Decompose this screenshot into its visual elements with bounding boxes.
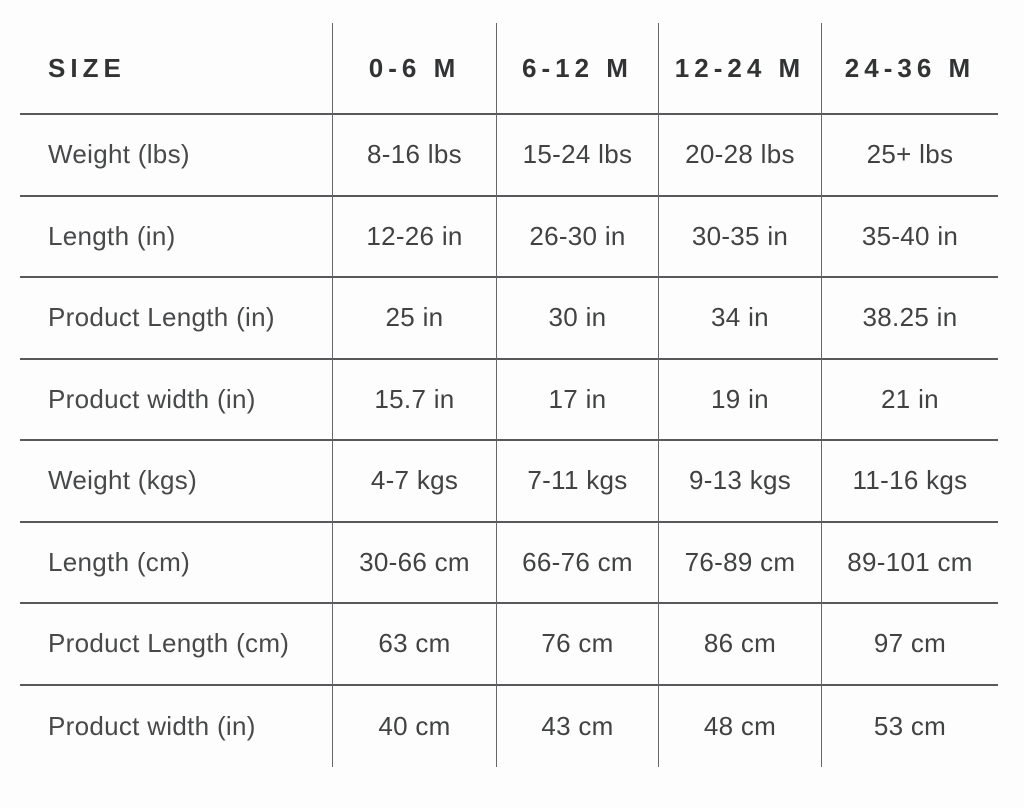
size-chart-table: SIZE 0-6 M 6-12 M 12-24 M 24-36 M Weight… (20, 23, 998, 767)
value-cell: 21 in (822, 360, 998, 441)
value-cell: 43 cm (497, 685, 659, 767)
value-cell: 76-89 cm (659, 522, 822, 604)
value-cell: 11-16 kgs (822, 441, 998, 523)
row-label-product-length-in: Product Length (in) (20, 278, 333, 360)
value-cell: 25+ lbs (822, 115, 998, 197)
value-cell: 26-30 in (497, 196, 659, 278)
value-cell: 89-101 cm (822, 523, 998, 604)
value-cell: 15.7 in (333, 359, 497, 441)
value-cell: 20-28 lbs (659, 115, 822, 197)
row-label-product-width-in: Product width (in) (20, 359, 333, 441)
column-header-12-24m: 12-24 M (659, 23, 822, 115)
value-cell: 38.25 in (822, 278, 998, 360)
value-cell: 15-24 lbs (497, 115, 659, 197)
column-header-size: SIZE (20, 23, 333, 115)
column-header-24-36m: 24-36 M (822, 23, 998, 115)
value-cell: 66-76 cm (497, 522, 659, 604)
value-cell: 34 in (659, 278, 822, 360)
value-cell: 8-16 lbs (333, 115, 497, 197)
value-cell: 53 cm (873, 710, 947, 741)
value-cell: 63 cm (333, 604, 497, 686)
value-cell: 30 in (497, 278, 659, 360)
value-cell: 97 cm (822, 604, 998, 686)
value-cell: 19 in (659, 359, 822, 441)
value-cell: 40 cm (333, 685, 497, 767)
value-cell: 86 cm (659, 604, 822, 686)
value-cell: 35-40 in (822, 197, 998, 278)
value-cell: 17 in (497, 359, 659, 441)
value-cell: 30-66 cm (333, 522, 497, 604)
value-cell: 12-26 in (333, 196, 497, 278)
row-label-weight-kgs: Weight (kgs) (20, 441, 333, 523)
value-cell: 7-11 kgs (497, 441, 659, 523)
value-cell: 30-35 in (659, 196, 822, 278)
row-label-product-width-cm: Product width (in) (20, 685, 333, 767)
value-cell: 48 cm (659, 685, 822, 767)
row-label-length-in: Length (in) (20, 196, 333, 278)
value-cell: 76 cm (497, 604, 659, 686)
value-cell: 4-7 kgs (333, 441, 497, 523)
value-cell: 25 in (333, 278, 497, 360)
row-label-length-cm: Length (cm) (20, 522, 333, 604)
row-label-product-length-cm: Product Length (cm) (20, 604, 333, 686)
row-label-weight-lbs: Weight (lbs) (20, 115, 333, 197)
column-header-0-6m: 0-6 M (333, 23, 497, 115)
value-cell: 9-13 kgs (659, 441, 822, 523)
column-header-6-12m: 6-12 M (497, 23, 659, 115)
